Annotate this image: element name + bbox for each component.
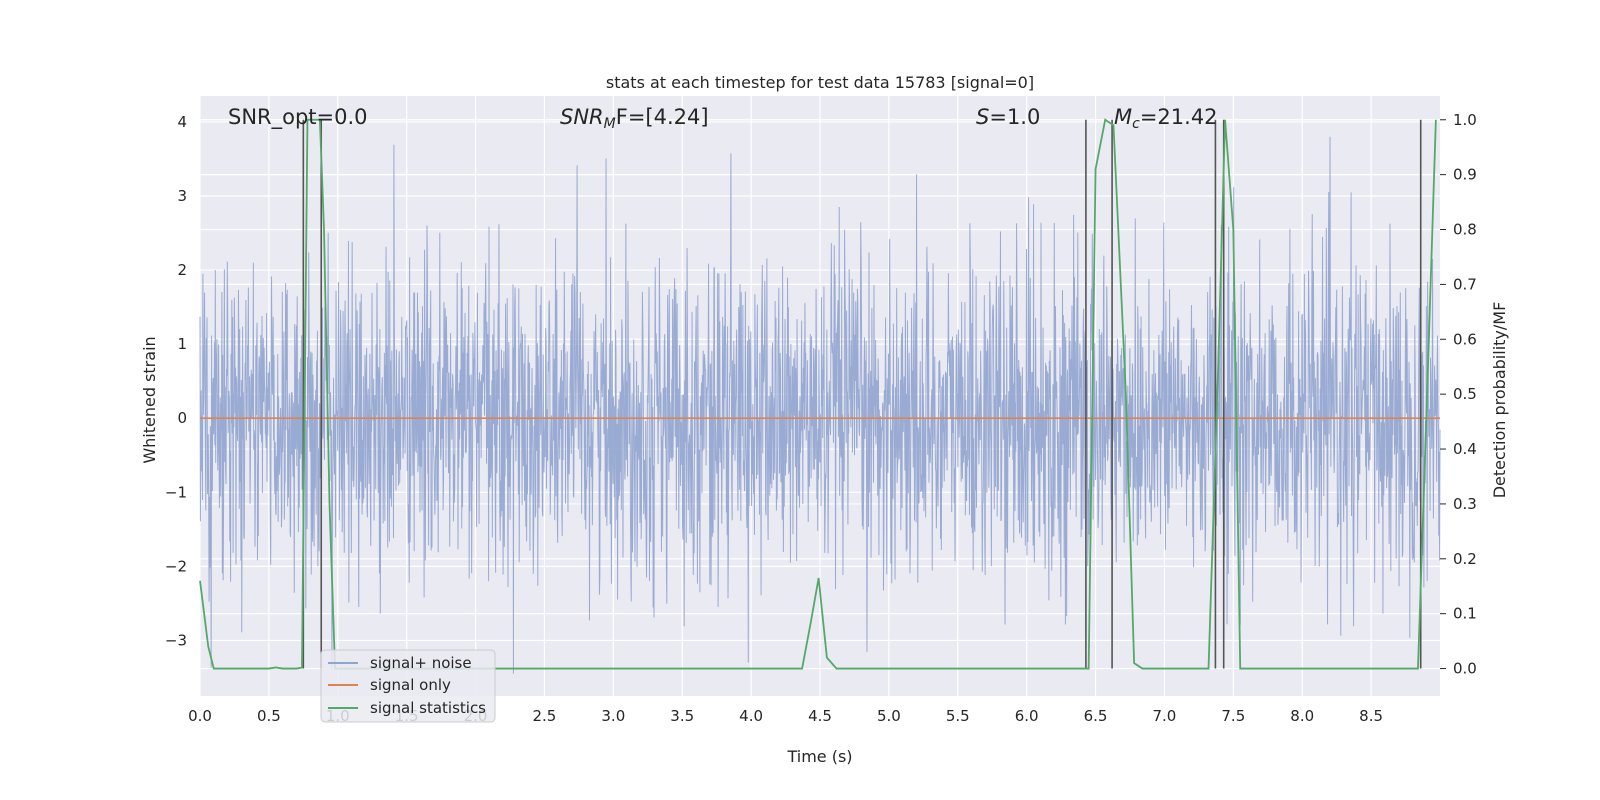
chart-title: stats at each timestep for test data 157… <box>606 73 1034 92</box>
y-right-tick-label: 0.8 <box>1453 221 1477 239</box>
legend-label-signal-statistics: signal statistics <box>370 699 486 717</box>
y-right-tick-label: 0.1 <box>1453 605 1477 623</box>
y-left-tick-label: 0 <box>177 409 187 427</box>
annotation-mc-rest: =21.42 <box>1140 105 1218 129</box>
x-tick-label: 4.0 <box>739 707 763 725</box>
annotation-snr-mf-rest: F=[4.24] <box>616 105 709 129</box>
series-signal-noise <box>199 136 1441 674</box>
x-tick-label: 2.5 <box>533 707 557 725</box>
y-left-tick-label: −1 <box>165 483 187 501</box>
legend-box <box>320 649 496 723</box>
y-right-tick-label: 0.0 <box>1453 660 1477 678</box>
y-left-tick-label: 4 <box>177 113 187 131</box>
annotation-mc-main: M <box>1114 105 1132 129</box>
y-left-tick-label: 3 <box>177 187 187 205</box>
y-axis-right-ticks: 0.0 0.1 0.2 0.3 0.4 0.5 0.6 0.7 0.8 0.9 1.0 <box>1440 111 1477 678</box>
x-tick-label: 8.0 <box>1290 707 1314 725</box>
legend-label-signal-only: signal only <box>370 676 451 694</box>
y-right-tick-label: 0.6 <box>1453 330 1477 348</box>
y-right-tick-label: 0.9 <box>1453 166 1477 184</box>
annotation-snr-opt: SNR_opt=0.0 <box>228 105 368 130</box>
x-tick-label: 6.0 <box>1015 707 1039 725</box>
y-right-tick-label: 0.7 <box>1453 275 1477 293</box>
x-tick-label: 4.5 <box>808 707 832 725</box>
y-right-tick-label: 0.4 <box>1453 440 1477 458</box>
x-tick-label: 5.5 <box>946 707 970 725</box>
x-tick-label: 6.5 <box>1084 707 1108 725</box>
y-axis-right-label: Detection probability/MF <box>1490 302 1509 499</box>
y-axis-left-label: Whitened strain <box>140 336 159 463</box>
x-tick-label: 0.5 <box>257 707 281 725</box>
y-left-tick-label: 2 <box>177 261 187 279</box>
y-right-tick-label: 0.3 <box>1453 495 1477 513</box>
annotation-snr-mf: SNRMF=[4.24] <box>560 105 709 132</box>
legend: signal+ noise signal only signal statist… <box>320 649 496 723</box>
legend-label-signal-noise: signal+ noise <box>370 654 472 672</box>
y-left-tick-label: −2 <box>165 557 187 575</box>
annotation-snr-mf-main: SNR <box>560 105 604 129</box>
x-tick-label: 3.0 <box>601 707 625 725</box>
x-tick-label: 5.0 <box>877 707 901 725</box>
x-tick-label: 8.5 <box>1359 707 1383 725</box>
x-tick-label: 3.5 <box>670 707 694 725</box>
annotation-snr-mf-sub: M <box>604 116 616 132</box>
y-axis-left-ticks: −3 −2 −1 0 1 2 3 4 <box>165 113 187 650</box>
signal-noise-path <box>199 136 1441 674</box>
y-right-tick-label: 0.2 <box>1453 550 1477 568</box>
y-left-tick-label: 1 <box>177 335 187 353</box>
y-left-tick-label: −3 <box>165 631 187 649</box>
x-axis-label: Time (s) <box>786 747 852 766</box>
x-tick-label: 0.0 <box>188 707 212 725</box>
annotation-mc: Mc=21.42 <box>1114 105 1218 132</box>
y-right-tick-label: 0.5 <box>1453 385 1477 403</box>
y-right-tick-label: 1.0 <box>1453 111 1477 129</box>
annotation-s-main: S <box>976 105 989 129</box>
series-signal-statistics <box>199 118 1437 670</box>
annotation-s: S=1.0 <box>976 105 1040 129</box>
annotation-s-rest: =1.0 <box>989 105 1040 129</box>
annotation-mc-sub: c <box>1132 116 1140 132</box>
grid <box>199 96 1440 696</box>
x-tick-label: 7.5 <box>1221 707 1245 725</box>
x-tick-label: 7.0 <box>1153 707 1177 725</box>
